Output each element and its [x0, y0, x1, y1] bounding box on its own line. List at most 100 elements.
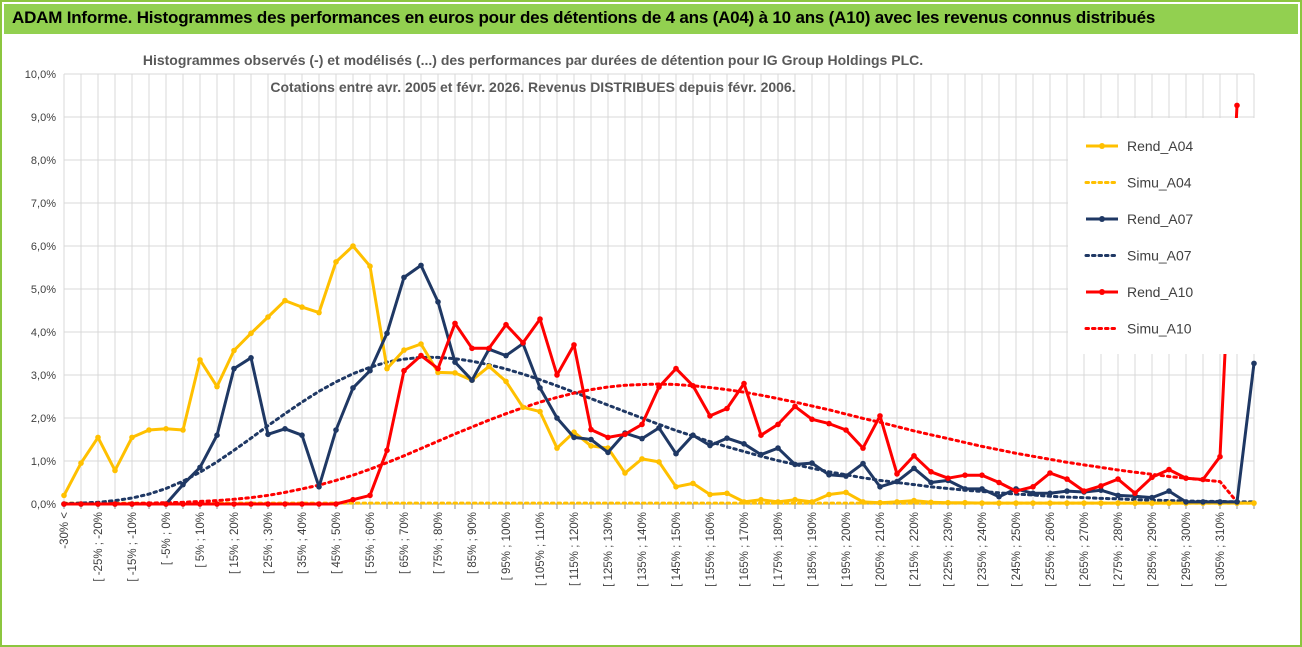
- data-point-rend_a10: [316, 501, 322, 507]
- data-point-rend_a10: [112, 501, 118, 507]
- data-point-rend_a10: [724, 405, 730, 412]
- x-tick-label: [ 25% ; 30%: [263, 512, 275, 574]
- data-point-rend_a10: [1217, 453, 1223, 460]
- data-point-rend_a07: [962, 486, 968, 492]
- x-tick-label: [ 195% ; 200%: [841, 512, 853, 587]
- data-point-rend_a07: [1166, 488, 1172, 494]
- data-point-rend_a07: [537, 385, 543, 391]
- x-tick-label: [ 165% ; 170%: [739, 512, 751, 587]
- data-point-rend_a10: [673, 365, 679, 372]
- data-point-rend_a07: [809, 460, 815, 466]
- data-point-rend_a10: [282, 501, 288, 507]
- data-point-rend_a04: [673, 484, 679, 490]
- data-point-rend_a10: [962, 472, 968, 479]
- data-point-rend_a04: [911, 497, 917, 504]
- data-point-rend_a04: [1064, 500, 1070, 506]
- data-point-rend_a10: [622, 431, 628, 438]
- data-point-rend_a10: [826, 420, 832, 427]
- data-point-rend_a10: [78, 501, 84, 507]
- data-point-rend_a04: [843, 489, 849, 496]
- data-point-rend_a04: [1251, 500, 1257, 506]
- legend-marker: [1099, 289, 1105, 295]
- data-point-rend_a10: [1030, 484, 1036, 490]
- legend-marker: [1099, 143, 1105, 149]
- x-tick-label: [ 135% ; 140%: [637, 512, 649, 587]
- data-point-rend_a10: [333, 501, 339, 507]
- data-point-rend_a07: [333, 427, 339, 433]
- data-point-rend_a10: [1115, 476, 1121, 482]
- y-tick-label: 8,0%: [31, 155, 56, 167]
- data-point-rend_a07: [860, 460, 866, 467]
- data-point-rend_a10: [350, 496, 356, 503]
- data-point-rend_a04: [316, 309, 322, 316]
- data-point-rend_a10: [792, 403, 798, 410]
- data-point-rend_a10: [197, 501, 203, 507]
- data-point-rend_a07: [894, 478, 900, 485]
- data-point-rend_a10: [911, 453, 917, 459]
- legend-label-simu_a10: Simu_A10: [1127, 321, 1192, 337]
- x-tick-label: [ 35% ; 40%: [297, 512, 309, 574]
- data-point-rend_a04: [758, 496, 764, 503]
- data-point-rend_a07: [1183, 499, 1189, 505]
- data-point-rend_a07: [554, 415, 560, 421]
- series-line-simu_a07: [62, 355, 1256, 506]
- x-tick-label: [ 95% ; 100%: [501, 512, 513, 580]
- data-point-rend_a04: [350, 243, 356, 249]
- y-tick-label: 1,0%: [31, 456, 56, 468]
- axes: 0,0% 1,0% 2,0% 3,0% 4,0% 5,0% 6,0% 7,0% 8,0% 9,0%…: [25, 69, 1255, 587]
- series-line-rend_a10: [64, 105, 1239, 506]
- data-point-rend_a10: [503, 321, 509, 328]
- x-tick-label: [ 105% ; 110%: [535, 512, 547, 586]
- data-point-rend_a07: [503, 352, 509, 359]
- data-point-rend_a04: [690, 480, 696, 487]
- x-tick-label: [ 45% ; 50%: [331, 512, 343, 574]
- x-tick-label: [ 5% ; 10%: [195, 512, 207, 568]
- data-point-rend_a04: [1098, 500, 1104, 506]
- data-point-rend_a07: [316, 484, 322, 490]
- x-tick-label: [ -5% ; 0%: [161, 512, 173, 565]
- data-point-rend_a07: [996, 493, 1002, 500]
- data-point-rend_a04: [1115, 500, 1121, 506]
- data-point-rend_a10: [554, 372, 560, 378]
- data-point-rend_a07: [571, 434, 577, 441]
- y-tick-label: 4,0%: [31, 327, 56, 339]
- data-point-rend_a07: [741, 441, 747, 447]
- x-tick-label: [ 85% ; 90%: [467, 512, 479, 574]
- data-point-rend_a10: [996, 479, 1002, 486]
- legend-label-rend_a04: Rend_A04: [1127, 138, 1193, 154]
- data-point-rend_a07: [605, 449, 611, 456]
- data-point-rend_a04: [1013, 500, 1019, 506]
- data-point-rend_a07: [452, 359, 458, 365]
- data-point-rend_a04: [1081, 500, 1087, 506]
- data-point-rend_a07: [673, 450, 679, 457]
- data-point-rend_a04: [163, 426, 169, 432]
- data-point-rend_a07: [775, 445, 781, 451]
- data-point-rend_a10: [775, 421, 781, 428]
- data-point-rend_a10: [707, 413, 713, 419]
- data-point-rend_a10: [1183, 475, 1189, 482]
- data-point-rend_a10: [231, 501, 237, 507]
- x-tick-label: [ 305% ; 310%: [1215, 512, 1227, 587]
- x-tick-label: [ 275% ; 280%: [1113, 512, 1125, 587]
- data-point-rend_a04: [860, 499, 866, 505]
- data-point-rend_a10: [163, 501, 169, 507]
- data-point-rend_a07: [367, 367, 373, 374]
- data-point-rend_a07: [792, 461, 798, 468]
- data-point-rend_a07: [435, 299, 441, 305]
- data-point-rend_a07: [1098, 487, 1104, 494]
- data-point-rend_a04: [452, 370, 458, 376]
- x-tick-label: [ 245% ; 250%: [1011, 512, 1023, 587]
- y-tick-label: 2,0%: [31, 413, 56, 425]
- x-tick-label: [ 255% ; 260%: [1045, 512, 1057, 587]
- data-point-rend_a10: [469, 345, 475, 352]
- data-point-rend_a10: [656, 384, 662, 390]
- x-tick-label: [ -15% ; -10%: [127, 512, 139, 582]
- data-point-rend_a04: [418, 341, 424, 347]
- x-tick-label: [ 225% ; 230%: [943, 512, 955, 587]
- data-point-rend_a04: [180, 427, 186, 433]
- y-tick-label: 7,0%: [31, 198, 56, 210]
- data-point-rend_a07: [418, 262, 424, 269]
- x-tick-label: [ 175% ; 180%: [773, 512, 785, 587]
- data-point-rend_a04: [809, 499, 815, 505]
